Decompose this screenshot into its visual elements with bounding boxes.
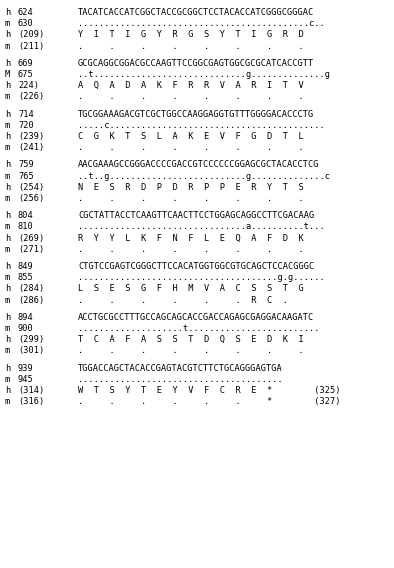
Text: 630: 630	[18, 19, 34, 28]
Text: .......................................: .......................................	[78, 375, 283, 384]
Text: 720: 720	[18, 121, 34, 130]
Text: ......................................g.g......: ......................................g.…	[78, 273, 325, 282]
Text: TGGACCAGCTACACCGAGTACGTCTTCTGCAGGGAGTGA: TGGACCAGCTACACCGAGTACGTCTTCTGCAGGGAGTGA	[78, 364, 283, 373]
Text: (314): (314)	[18, 386, 44, 395]
Text: ACCTGCGCCTTTGCCAGCAGCACCGACCAGAGCGAGGACAAGATC: ACCTGCGCCTTTGCCAGCAGCACCGACCAGAGCGAGGACA…	[78, 313, 314, 322]
Text: m: m	[5, 375, 10, 384]
Text: 900: 900	[18, 324, 34, 333]
Text: h: h	[5, 233, 10, 243]
Text: GCGCAGGCGGACGCCAAGTTCCGGCGAGTGGCGCGCATCACCGTT: GCGCAGGCGGACGCCAAGTTCCGGCGAGTGGCGCGCATCA…	[78, 59, 314, 68]
Text: h: h	[5, 132, 10, 141]
Text: .     .     .     .     .     .     .     .: . . . . . . . .	[78, 194, 314, 203]
Text: m: m	[5, 41, 10, 51]
Text: (241): (241)	[18, 143, 44, 152]
Text: L  S  E  S  G  F  H  M  V  A  C  S  S  T  G: L S E S G F H M V A C S S T G	[78, 285, 304, 294]
Text: 714: 714	[18, 110, 34, 119]
Text: (239): (239)	[18, 132, 44, 141]
Text: h: h	[5, 8, 10, 17]
Text: .     .     .     .     .     .     *        (327): . . . . . . * (327)	[78, 397, 340, 406]
Text: AACGAAAGCCGGGACCCCGACCGTCCCCCCGGAGCGCTACACCTCG: AACGAAAGCCGGGACCCCGACCGTCCCCCCGGAGCGCTAC…	[78, 160, 320, 169]
Text: .     .     .     .     .     .     .     .: . . . . . . . .	[78, 245, 314, 254]
Text: m: m	[5, 346, 10, 356]
Text: h: h	[5, 285, 10, 294]
Text: 765: 765	[18, 172, 34, 181]
Text: m: m	[5, 324, 10, 333]
Text: (226): (226)	[18, 93, 44, 102]
Text: m: m	[5, 194, 10, 203]
Text: 894: 894	[18, 313, 34, 322]
Text: C  G  K  T  S  L  A  K  E  V  F  G  D  T  L: C G K T S L A K E V F G D T L	[78, 132, 304, 141]
Text: m: m	[5, 121, 10, 130]
Text: (211): (211)	[18, 41, 44, 51]
Text: (256): (256)	[18, 194, 44, 203]
Text: .     .     .     .     .     .     .     .: . . . . . . . .	[78, 41, 314, 51]
Text: (301): (301)	[18, 346, 44, 356]
Text: R  Y  Y  L  K  F  N  F  L  E  Q  A  F  D  K: R Y Y L K F N F L E Q A F D K	[78, 233, 304, 243]
Text: .     .     .     .     .     .     .     .: . . . . . . . .	[78, 143, 314, 152]
Text: 759: 759	[18, 160, 34, 169]
Text: 855: 855	[18, 273, 34, 282]
Text: .....c.........................................: .....c..................................…	[78, 121, 325, 130]
Text: 945: 945	[18, 375, 34, 384]
Text: 669: 669	[18, 59, 34, 68]
Text: 804: 804	[18, 211, 34, 220]
Text: (254): (254)	[18, 183, 44, 192]
Text: Y  I  T  I  G  Y  R  G  S  Y  T  I  G  R  D: Y I T I G Y R G S Y T I G R D	[78, 31, 304, 39]
Text: h: h	[5, 110, 10, 119]
Text: (299): (299)	[18, 335, 44, 344]
Text: 810: 810	[18, 223, 34, 231]
Text: ....................t.........................: ....................t...................…	[78, 324, 320, 333]
Text: h: h	[5, 59, 10, 68]
Text: h: h	[5, 364, 10, 373]
Text: h: h	[5, 81, 10, 90]
Text: (209): (209)	[18, 31, 44, 39]
Text: (271): (271)	[18, 245, 44, 254]
Text: CTGTCCGAGTCGGGCTTCCACATGGTGGCGTGCAGCTCCACGGGC: CTGTCCGAGTCGGGCTTCCACATGGTGGCGTGCAGCTCCA…	[78, 262, 314, 271]
Text: h: h	[5, 31, 10, 39]
Text: h: h	[5, 386, 10, 395]
Text: ............................................c..: ........................................…	[78, 19, 325, 28]
Text: (316): (316)	[18, 397, 44, 406]
Text: m: m	[5, 143, 10, 152]
Text: m: m	[5, 93, 10, 102]
Text: ................................a..........t...: ................................a.......…	[78, 223, 325, 231]
Text: 939: 939	[18, 364, 34, 373]
Text: A  Q  A  D  A  K  F  R  R  V  A  R  I  T  V: A Q A D A K F R R V A R I T V	[78, 81, 304, 90]
Text: m: m	[5, 245, 10, 254]
Text: h: h	[5, 160, 10, 169]
Text: .     .     .     .     .     .     .     .: . . . . . . . .	[78, 93, 314, 102]
Text: m: m	[5, 273, 10, 282]
Text: h: h	[5, 262, 10, 271]
Text: m: m	[5, 397, 10, 406]
Text: 675: 675	[18, 70, 34, 79]
Text: m: m	[5, 19, 10, 28]
Text: 849: 849	[18, 262, 34, 271]
Text: ..t..g..........................g..............c: ..t..g..........................g.......…	[78, 172, 330, 181]
Text: (286): (286)	[18, 295, 44, 304]
Text: TGCGGAAAGACGTCGCTGGCCAAGGAGGTGTTTGGGGACACCCTG: TGCGGAAAGACGTCGCTGGCCAAGGAGGTGTTTGGGGACA…	[78, 110, 314, 119]
Text: .     .     .     .     .     .     .     .: . . . . . . . .	[78, 346, 314, 356]
Text: m: m	[5, 172, 10, 181]
Text: N  E  S  R  D  P  D  R  P  P  E  R  Y  T  S: N E S R D P D R P P E R Y T S	[78, 183, 304, 192]
Text: m: m	[5, 223, 10, 231]
Text: h: h	[5, 211, 10, 220]
Text: (269): (269)	[18, 233, 44, 243]
Text: (284): (284)	[18, 285, 44, 294]
Text: 224): 224)	[18, 81, 39, 90]
Text: ..t.............................g..............g: ..t.............................g.......…	[78, 70, 330, 79]
Text: 624: 624	[18, 8, 34, 17]
Text: CGCTATTACCTCAAGTTCAACTTCCTGGAGCAGGCCTTCGACAAG: CGCTATTACCTCAAGTTCAACTTCCTGGAGCAGGCCTTCG…	[78, 211, 314, 220]
Text: h: h	[5, 313, 10, 322]
Text: h: h	[5, 335, 10, 344]
Text: TACATCACCATCGGCTACCGCGGCTCCTACACCATCGGGCGGGAC: TACATCACCATCGGCTACCGCGGCTCCTACACCATCGGGC…	[78, 8, 314, 17]
Text: h: h	[5, 183, 10, 192]
Text: M: M	[5, 70, 10, 79]
Text: T  C  A  F  A  S  S  T  D  Q  S  E  D  K  I: T C A F A S S T D Q S E D K I	[78, 335, 304, 344]
Text: .     .     .     .     .     .  R  C  .: . . . . . . R C .	[78, 295, 314, 304]
Text: W  T  S  Y  T  E  Y  V  F  C  R  E  *        (325): W T S Y T E Y V F C R E * (325)	[78, 386, 340, 395]
Text: m: m	[5, 295, 10, 304]
